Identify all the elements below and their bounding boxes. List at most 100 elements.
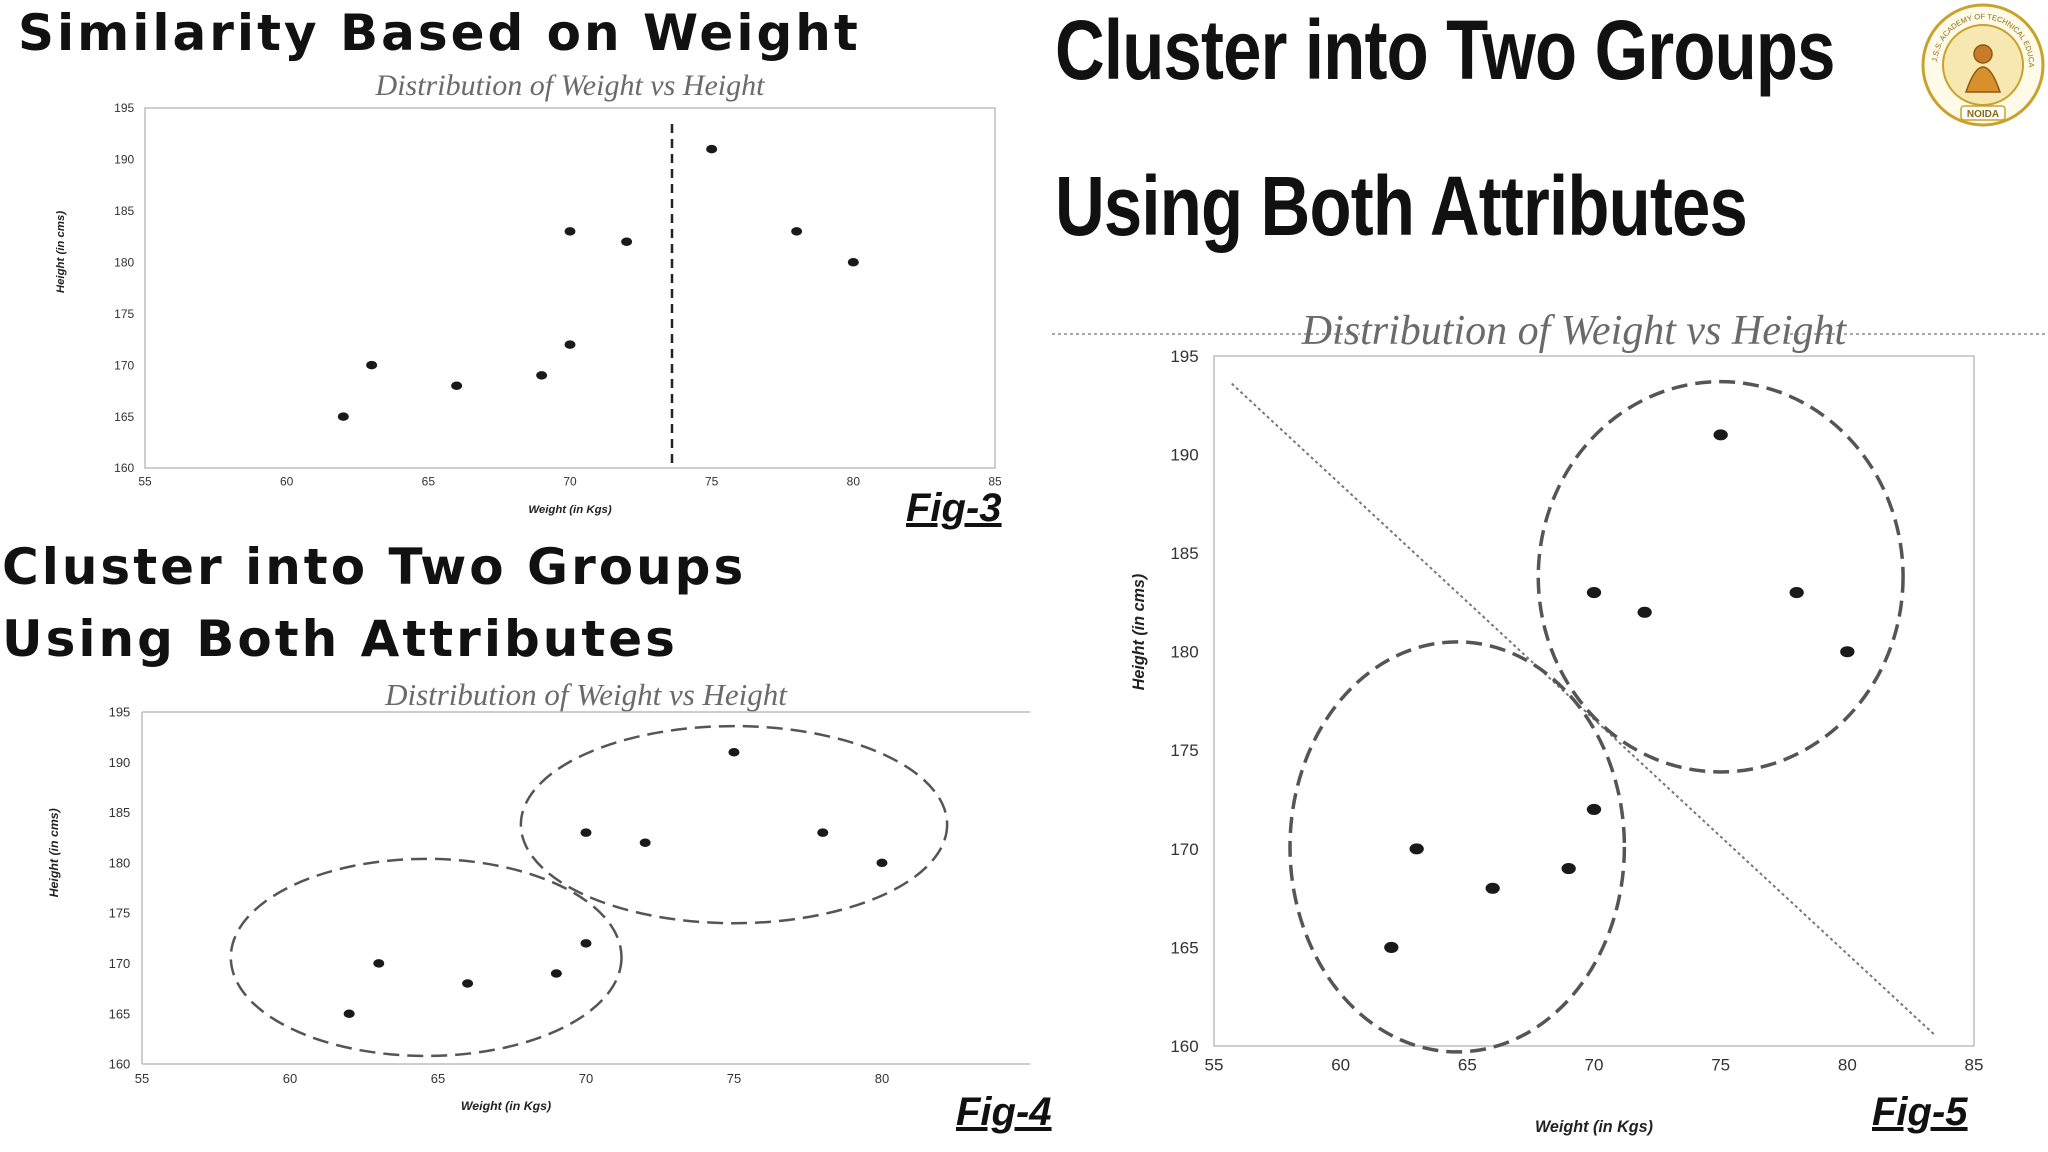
cluster-ellipse-2	[1536, 379, 1905, 774]
data-point	[337, 412, 349, 421]
x-tick-label: 65	[422, 474, 436, 488]
y-tick-label: 160	[1170, 1037, 1198, 1056]
x-axis-label: Weight (in Kgs)	[461, 1099, 551, 1113]
y-tick-label: 190	[114, 153, 134, 167]
y-tick-label: 160	[114, 461, 134, 475]
fig4-heading-line2: Using Both Attributes	[2, 610, 678, 668]
cluster-ellipse-2	[519, 724, 949, 925]
x-tick-label: 70	[1585, 1056, 1604, 1075]
data-point	[791, 227, 803, 236]
data-point	[1637, 606, 1652, 618]
fig3-scatter-chart: Distribution of Weight vs Height 55 60 65 70…	[55, 69, 1002, 516]
data-point	[1713, 429, 1728, 441]
data-point	[1384, 941, 1399, 953]
x-tick-label: 60	[283, 1071, 297, 1086]
data-point	[1586, 587, 1602, 599]
x-tick-label: 65	[1458, 1056, 1477, 1075]
y-tick-label: 170	[1170, 840, 1198, 859]
x-tick-label: 70	[563, 474, 577, 488]
fig5-heading-line2: Using Both Attributes	[1055, 159, 1748, 253]
cluster-ellipse-1	[1288, 640, 1627, 1054]
x-tick-label: 55	[135, 1071, 149, 1086]
data-point	[1586, 803, 1602, 815]
y-tick-label: 190	[1170, 446, 1198, 465]
y-tick-label: 195	[1170, 347, 1198, 366]
x-tick-label: 80	[875, 1071, 889, 1086]
y-tick-label: 185	[1170, 544, 1198, 563]
y-tick-label: 195	[114, 101, 134, 115]
y-tick-label: 195	[109, 705, 131, 720]
y-tick-label: 175	[109, 906, 131, 921]
title-bg	[1359, 302, 1789, 353]
plot-frame	[144, 107, 996, 469]
fig3-label: Fig-3	[906, 486, 1002, 530]
y-tick-label: 170	[109, 956, 131, 971]
fig4-scatter-chart: Distribution of Weight vs Height 55 60 65 70…	[47, 677, 1030, 1113]
cluster-ellipse-1	[229, 857, 623, 1058]
data-point	[621, 237, 633, 246]
x-tick-label: 70	[579, 1071, 593, 1086]
x-tick-label: 55	[138, 474, 152, 488]
data-point	[564, 340, 576, 349]
plot-frame	[1213, 355, 1975, 1047]
x-tick-label: 55	[1205, 1056, 1224, 1075]
y-tick-label: 180	[1170, 643, 1198, 662]
data-point	[536, 371, 548, 380]
fig4-label: Fig-4	[956, 1090, 1052, 1134]
x-tick-label: 85	[988, 474, 1002, 488]
x-tick-label: 65	[431, 1071, 445, 1086]
data-point	[817, 828, 829, 837]
y-tick-label: 180	[109, 855, 131, 870]
data-point	[706, 144, 718, 154]
x-tick-label: 75	[705, 474, 719, 488]
institution-logo: J.S.S. ACADEMY OF TECHNICAL EDUCATION NO…	[1918, 2, 2045, 127]
y-tick-label: 170	[114, 358, 134, 372]
fig3-heading: Similarity Based on Weight	[18, 4, 861, 62]
x-tick-label: 60	[1331, 1056, 1350, 1075]
y-tick-label: 175	[114, 307, 134, 321]
y-tick-label: 160	[109, 1057, 131, 1072]
y-tick-label: 190	[109, 755, 131, 770]
logo-bottom-text: NOIDA	[1967, 109, 1999, 120]
x-tick-label: 75	[727, 1071, 741, 1086]
data-point	[343, 1009, 355, 1018]
y-tick-label: 165	[109, 1006, 131, 1021]
data-point	[639, 838, 651, 847]
y-tick-label: 175	[1170, 741, 1198, 760]
data-point	[728, 747, 740, 757]
y-tick-label: 185	[109, 805, 131, 820]
data-point	[1789, 587, 1804, 599]
y-tick-label: 180	[114, 255, 134, 269]
y-axis-label: Height (in cms)	[55, 211, 67, 293]
data-point	[1561, 863, 1576, 875]
data-point	[564, 227, 576, 236]
y-axis-label: Height (in cms)	[47, 808, 61, 897]
x-tick-label: 80	[1838, 1056, 1857, 1075]
data-point	[876, 858, 888, 868]
y-tick-label: 165	[114, 410, 134, 424]
x-tick-label: 75	[1711, 1056, 1730, 1075]
logo-figure-icon	[1964, 66, 2002, 93]
y-axis-label: Height (in cms)	[1130, 574, 1148, 691]
data-point	[847, 258, 859, 267]
data-point	[373, 959, 385, 968]
plot-title: Distribution of Weight vs Height	[1301, 308, 1848, 354]
fig5-heading-line1: Cluster into Two Groups	[1055, 3, 1835, 97]
y-tick-label: 165	[1170, 938, 1198, 957]
y-tick-label: 185	[114, 204, 134, 218]
data-point	[580, 828, 592, 837]
data-point	[1409, 843, 1424, 855]
x-tick-label: 85	[1965, 1056, 1984, 1075]
x-tick-label: 60	[280, 474, 294, 488]
data-point	[580, 939, 592, 948]
data-point	[1840, 646, 1855, 658]
data-point	[451, 381, 463, 390]
data-point	[462, 979, 474, 988]
plot-title: Distribution of Weight vs Height	[375, 69, 766, 102]
divider-line	[1231, 382, 1937, 1037]
x-tick-label: 80	[847, 474, 861, 488]
x-axis-label: Weight (in Kgs)	[1535, 1118, 1653, 1136]
data-point	[1485, 882, 1500, 894]
x-axis-label: Weight (in Kgs)	[528, 504, 612, 516]
